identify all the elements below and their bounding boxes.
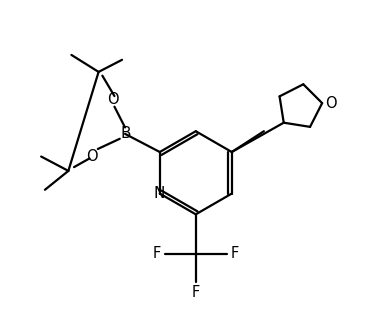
Text: O: O: [107, 92, 118, 107]
Text: F: F: [192, 285, 200, 300]
Text: F: F: [231, 247, 239, 262]
Text: F: F: [152, 247, 161, 262]
Text: O: O: [86, 149, 98, 164]
Text: N: N: [153, 186, 165, 201]
Text: O: O: [324, 96, 336, 111]
Text: B: B: [121, 126, 131, 141]
